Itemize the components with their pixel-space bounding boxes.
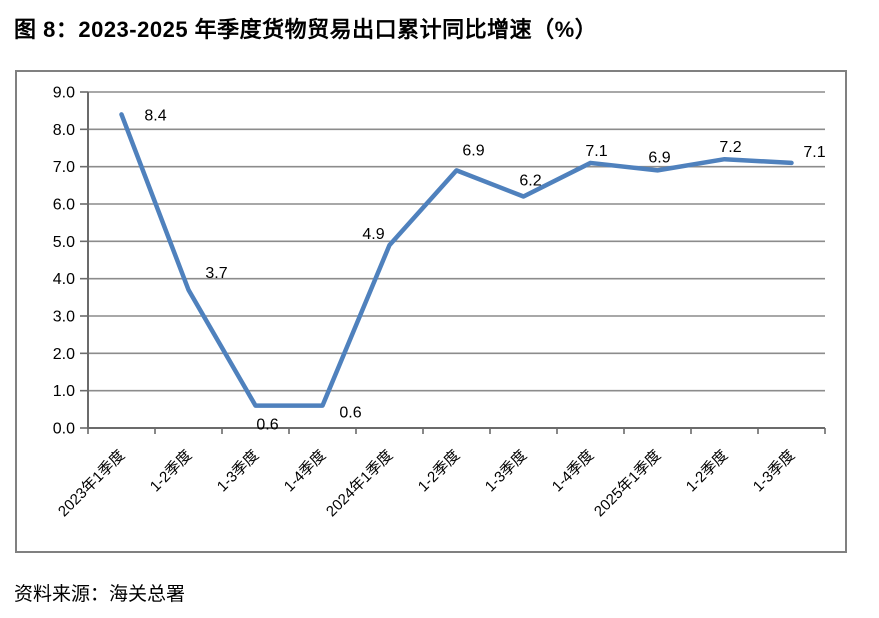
x-tick-label: 2025年1季度 <box>591 447 664 520</box>
x-tick-label: 1-4季度 <box>549 447 598 496</box>
data-label: 0.6 <box>339 405 361 422</box>
x-tick-label: 1-2季度 <box>683 447 732 496</box>
data-series-line <box>119 112 794 408</box>
source-note: 资料来源：海关总署 <box>14 584 186 605</box>
x-tick-label: 1-3季度 <box>214 447 263 496</box>
data-label: 3.7 <box>205 265 227 282</box>
x-tick-label: 2023年1季度 <box>55 447 128 520</box>
y-tick-label: 4.0 <box>53 271 75 288</box>
data-label: 6.2 <box>519 173 541 190</box>
chart-container: 0.0 1.0 2.0 3.0 4.0 5.0 6.0 7.0 8.0 9.0 2023年1季度 1-… <box>15 70 847 553</box>
y-tick-label: 1.0 <box>53 383 75 400</box>
y-tick-label: 3.0 <box>53 309 75 326</box>
axis-lines <box>87 92 825 429</box>
x-tick-label: 1-3季度 <box>750 447 799 496</box>
series-polyline <box>119 112 794 408</box>
figure-title: 图 8：2023-2025 年季度货物贸易出口累计同比增速（%） <box>14 17 598 42</box>
data-label: 4.9 <box>362 226 384 243</box>
x-tick-label: 1-2季度 <box>415 447 464 496</box>
data-label: 7.2 <box>719 139 741 156</box>
y-tick-label: 8.0 <box>53 122 75 139</box>
tick-marks <box>80 91 826 434</box>
y-tick-label: 5.0 <box>53 234 75 251</box>
line-chart: 0.0 1.0 2.0 3.0 4.0 5.0 6.0 7.0 8.0 9.0 2023年1季度 1-… <box>53 85 826 520</box>
data-label: 7.1 <box>585 143 607 160</box>
data-label: 8.4 <box>144 107 166 124</box>
data-label: 6.9 <box>648 149 670 166</box>
x-tick-label: 2024年1季度 <box>323 447 396 520</box>
y-tick-label: 7.0 <box>53 159 75 176</box>
y-gridlines <box>88 91 825 392</box>
data-point-labels: 8.4 3.7 0.6 0.6 4.9 6.9 6.2 7.1 6.9 7.2 7.1 <box>144 107 825 433</box>
y-tick-label: 6.0 <box>53 197 75 214</box>
y-tick-label: 2.0 <box>53 346 75 363</box>
x-tick-label: 1-3季度 <box>482 447 531 496</box>
x-tick-label: 1-2季度 <box>147 447 196 496</box>
data-label: 0.6 <box>256 417 278 434</box>
y-tick-label: 9.0 <box>53 85 75 102</box>
y-axis-labels: 0.0 1.0 2.0 3.0 4.0 5.0 6.0 7.0 8.0 9.0 <box>53 85 75 438</box>
y-tick-label: 0.0 <box>53 421 75 438</box>
data-label: 7.1 <box>803 144 825 161</box>
x-tick-label: 1-4季度 <box>281 447 330 496</box>
data-label: 6.9 <box>462 142 484 159</box>
